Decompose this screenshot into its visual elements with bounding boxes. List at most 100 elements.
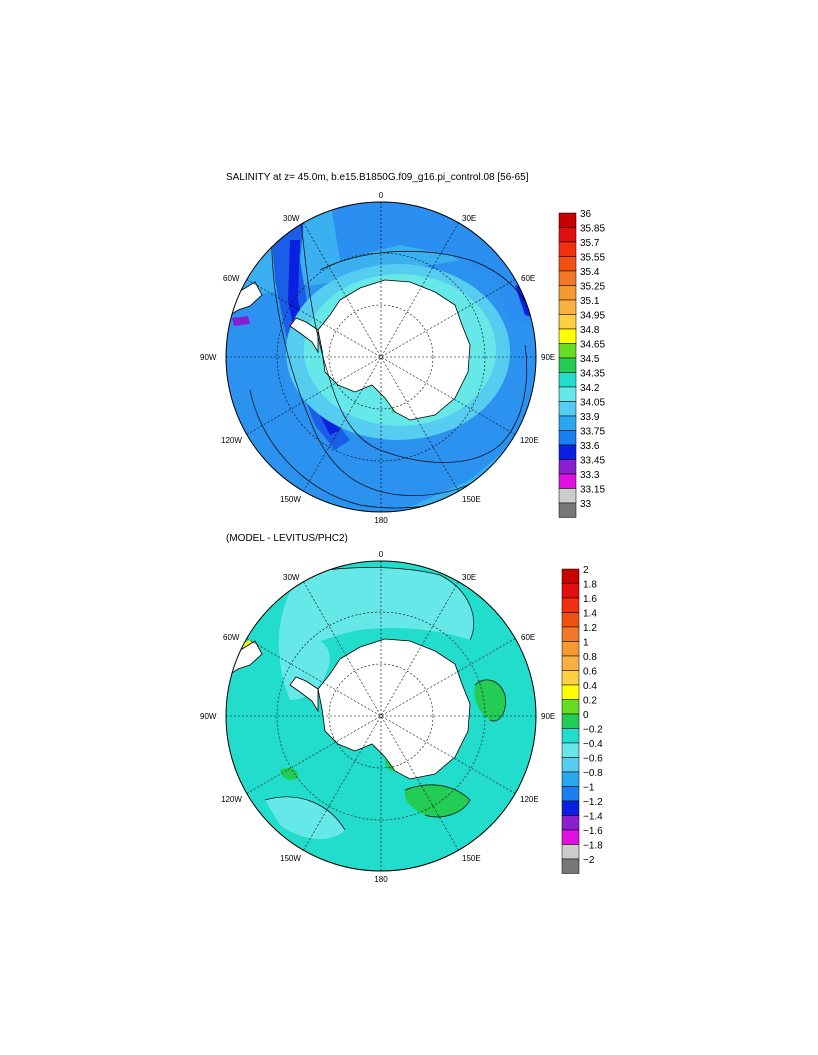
salinity-patch-purple	[232, 316, 250, 326]
lon-label-150e: 150E	[462, 854, 481, 863]
anomaly-patch-positive	[474, 679, 506, 721]
colorbar-tick-label: 35.85	[580, 224, 605, 235]
colorbar-tick-label: 34.8	[580, 325, 600, 336]
lon-label-120e: 120E	[520, 795, 539, 804]
colorbar-tick-label: 0	[583, 710, 589, 721]
antarctic-peninsula	[289, 317, 319, 354]
colorbar-swatch	[561, 771, 580, 787]
colorbar-swatch	[558, 502, 577, 518]
contour-line	[319, 250, 531, 311]
lon-label-30e: 30E	[462, 214, 476, 223]
colorbar-tick-label: 34.95	[580, 311, 605, 322]
colorbar-tick-label: 33.9	[580, 412, 600, 423]
contour-line	[299, 567, 474, 641]
colorbar-swatch	[558, 212, 577, 228]
colorbar-swatch	[558, 241, 577, 257]
colorbar-swatch	[561, 742, 580, 758]
lon-label-180: 180	[374, 516, 388, 525]
lon-label-150w: 150W	[280, 495, 301, 504]
colorbar-tick-label: 1.2	[583, 623, 597, 634]
colorbar-tick-label: −0.4	[583, 739, 603, 750]
colorbar-swatch	[561, 757, 580, 773]
colorbar-tick-label: 35.1	[580, 296, 600, 307]
contour-line	[264, 796, 346, 831]
colorbar-tick-label: 33.6	[580, 441, 600, 452]
lon-label-30w: 30W	[283, 573, 300, 582]
colorbar-tick-label: 0.2	[583, 696, 597, 707]
colorbar-swatch	[561, 829, 580, 845]
colorbar-swatch	[558, 444, 577, 460]
colorbar-tick-label: 35.25	[580, 282, 605, 293]
lon-label-150e: 150E	[462, 495, 481, 504]
colorbar-tick-label: 35.7	[580, 238, 600, 249]
colorbar-tick-label: 0.8	[583, 652, 597, 663]
colorbar-swatch	[561, 800, 580, 816]
colorbar-swatch	[558, 328, 577, 344]
colorbar-tick-label: −1.6	[583, 826, 603, 837]
colorbar-swatch	[558, 401, 577, 417]
colorbar-swatch	[561, 670, 580, 686]
antarctic-peninsula	[289, 676, 319, 713]
colorbar-swatch	[561, 641, 580, 657]
colorbar-swatch	[561, 655, 580, 671]
colorbar-swatch	[561, 626, 580, 642]
lon-label-60e: 60E	[521, 633, 535, 642]
colorbar-salinity: 36 35.85 35.7 35.55 35.4 35.25 35.1 34.95 34.8 34…	[558, 209, 605, 518]
colorbar-anomaly: 2 1.8 1.6 1.4 1.2 1 0.8 0.6 0.4 0.2 0 −0.2 −0.4 −0.6 −…	[561, 565, 603, 874]
colorbar-tick-label: −1.4	[583, 812, 603, 823]
colorbar-swatch	[558, 299, 577, 315]
lon-label-90e: 90E	[541, 712, 555, 721]
colorbar-tick-label: −2	[583, 855, 595, 866]
panel-1-title: SALINITY at z= 45.0m, b.e15.B1850G.f09_g…	[226, 172, 529, 183]
contour-line	[404, 784, 471, 818]
colorbar-swatch	[558, 227, 577, 243]
lon-label-60e: 60E	[521, 274, 535, 283]
colorbar-tick-label: 1	[583, 638, 589, 649]
lon-label-0: 0	[379, 191, 384, 200]
anomaly-patch-positive	[404, 784, 470, 817]
colorbar-tick-label: −0.8	[583, 768, 603, 779]
lon-label-30e: 30E	[462, 573, 476, 582]
colorbar-swatch	[561, 858, 580, 874]
colorbar-tick-label: −1.2	[583, 797, 603, 808]
colorbar-swatch	[558, 357, 577, 373]
lon-label-120w: 120W	[221, 795, 242, 804]
colorbar-tick-label: 34.5	[580, 354, 600, 365]
colorbar-tick-label: 34.2	[580, 383, 600, 394]
colorbar-tick-label: 33	[580, 499, 592, 510]
colorbar-tick-label: 34.35	[580, 369, 605, 380]
colorbar-swatch	[561, 844, 580, 860]
colorbar-swatch	[558, 270, 577, 286]
colorbar-tick-label: 36	[580, 209, 592, 220]
lon-label-120w: 120W	[221, 436, 242, 445]
colorbar-swatch	[558, 488, 577, 504]
anomaly-band-neg-0-2	[278, 567, 474, 660]
colorbar-tick-label: 0.4	[583, 681, 597, 692]
lon-label-180: 180	[374, 875, 388, 884]
lon-label-90w: 90W	[200, 712, 217, 721]
colorbar-swatch	[558, 473, 577, 489]
lon-label-30w: 30W	[283, 214, 300, 223]
colorbar-tick-label: 33.15	[580, 485, 605, 496]
colorbar-tick-label: −1.8	[583, 841, 603, 852]
lon-label-90w: 90W	[200, 353, 217, 362]
colorbar-swatch	[558, 372, 577, 388]
colorbar-swatch	[561, 684, 580, 700]
colorbar-swatch	[558, 285, 577, 301]
panel-1-lon-labels: 0 30E 60E 90E 120E 150E 180 150W 120W 90…	[200, 191, 555, 525]
lon-label-0: 0	[379, 550, 384, 559]
contour-line	[299, 209, 528, 463]
panel-2-lon-labels: 0 30E 60E 90E 120E 150E 180 150W 120W 90…	[200, 550, 555, 884]
contour-line	[474, 679, 506, 722]
colorbar-swatch	[561, 728, 580, 744]
map-border	[225, 560, 537, 872]
colorbar-swatch	[558, 256, 577, 272]
lon-label-150w: 150W	[280, 854, 301, 863]
antarctica-landmass	[317, 279, 471, 421]
colorbar-tick-label: 35.55	[580, 253, 605, 264]
colorbar-tick-label: 2	[583, 565, 589, 576]
colorbar-swatch	[561, 583, 580, 599]
panel-2-map	[225, 560, 537, 872]
lon-label-60w: 60W	[223, 633, 240, 642]
